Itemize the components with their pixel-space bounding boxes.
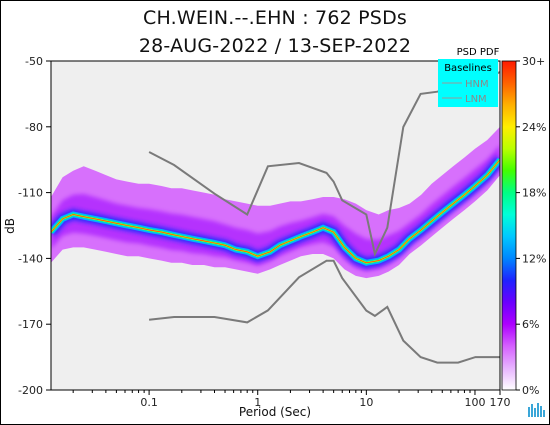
y-tick-label: -80 xyxy=(25,121,43,134)
y-tick-label: -140 xyxy=(18,252,43,265)
colorbar xyxy=(501,60,517,391)
y-axis: -50 -80 -110 -140 -170 -200 xyxy=(18,55,51,397)
colorbar-tick-label: 24% xyxy=(522,121,546,134)
y-tick-label: -170 xyxy=(18,318,43,331)
x-tick-label: 0.1 xyxy=(140,396,158,409)
pdf-density xyxy=(51,126,500,279)
x-tick-label: 1 xyxy=(254,396,261,409)
y-tick-label: -200 xyxy=(18,384,43,397)
x-axis: 0.1 1 10 100 170 xyxy=(72,390,511,409)
y-tick-label: -50 xyxy=(25,55,43,68)
chart-title-line-2: 28-AUG-2022 / 13-SEP-2022 xyxy=(138,35,412,57)
colorbar-tick-label: 0% xyxy=(522,384,539,397)
mode-line-red xyxy=(51,159,500,264)
colorbar-tick-label: 30+ xyxy=(522,55,545,68)
lnm-curve xyxy=(148,259,500,364)
baselines-legend: Baselines HNM LNM xyxy=(438,59,498,107)
colorbar-title: PSD PDF xyxy=(457,47,500,58)
x-tick-label: 100 xyxy=(464,396,485,409)
plot-border xyxy=(50,60,501,391)
chart-title-line-1: CH.WEIN.--.EHN : 762 PSDs xyxy=(143,7,407,29)
x-tick-label: 10 xyxy=(359,396,373,409)
legend-lnm-label: LNM xyxy=(465,94,487,105)
colorbar-tick-label: 6% xyxy=(522,318,539,331)
x-axis-label: Period (Sec) xyxy=(239,405,311,419)
colorbar-ticks: 30+ 24% 18% 12% 6% 0% xyxy=(516,55,546,397)
logo-icon xyxy=(528,403,545,417)
y-tick-label: -110 xyxy=(18,187,43,200)
colorbar-tick-label: 18% xyxy=(522,187,546,200)
legend-title: Baselines xyxy=(444,63,492,74)
colorbar-tick-label: 12% xyxy=(522,252,546,265)
legend-hnm-label: HNM xyxy=(465,79,489,90)
pdf-core-purple xyxy=(51,144,500,272)
x-tick-label: 170 xyxy=(490,396,511,409)
y-axis-label: dB xyxy=(3,218,17,234)
